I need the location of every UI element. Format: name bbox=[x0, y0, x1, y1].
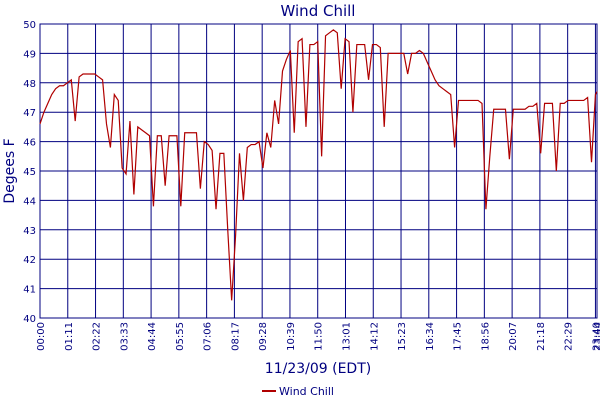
x-tick-label: 09:28 bbox=[258, 322, 269, 351]
x-tick-label: 22:29 bbox=[564, 322, 575, 351]
y-tick-label: 43 bbox=[23, 226, 36, 237]
data-line bbox=[39, 29, 598, 301]
x-tick-label: 20:07 bbox=[508, 322, 519, 351]
y-tick-label: 49 bbox=[23, 49, 36, 60]
x-tick-label: 15:23 bbox=[397, 322, 408, 351]
chart-title: Wind Chill bbox=[281, 2, 356, 20]
plot-border bbox=[39, 23, 598, 319]
y-tick-label: 46 bbox=[23, 138, 36, 149]
y-tick-label: 42 bbox=[23, 255, 36, 266]
x-tick-label: 13:01 bbox=[341, 322, 352, 351]
legend-label: Wind Chill bbox=[279, 385, 334, 398]
x-tick-label: 08:17 bbox=[230, 322, 241, 351]
y-tick-label: 41 bbox=[23, 285, 36, 296]
y-tick-label: 47 bbox=[23, 108, 36, 119]
x-tick-label: 21:18 bbox=[536, 322, 547, 351]
y-tick-label: 50 bbox=[23, 20, 36, 31]
x-tick-label: 00:00 bbox=[36, 322, 47, 351]
y-tick-label: 45 bbox=[23, 167, 36, 178]
x-tick-label: 03:33 bbox=[119, 322, 130, 351]
x-tick-label: 04:44 bbox=[147, 322, 158, 351]
x-axis-label: 11/23/09 (EDT) bbox=[265, 361, 371, 377]
x-tick-label: 07:06 bbox=[203, 322, 214, 351]
y-tick-label: 44 bbox=[23, 196, 36, 207]
x-tick-label: 17:45 bbox=[453, 322, 464, 351]
x-tick-label: 18:56 bbox=[480, 322, 491, 351]
y-tick-label: 40 bbox=[23, 314, 36, 325]
x-tick-label: 14:12 bbox=[369, 322, 380, 351]
y-axis-label: Degees F bbox=[2, 138, 18, 203]
x-tick-label: 23:44 bbox=[593, 322, 600, 351]
x-tick-label: 01:11 bbox=[64, 322, 75, 351]
x-tick-label: 23:40 bbox=[591, 322, 600, 351]
x-tick-label: 10:39 bbox=[286, 322, 297, 351]
x-tick-label: 16:34 bbox=[425, 322, 436, 351]
y-tick-label: 48 bbox=[23, 79, 36, 90]
x-tick-label: 05:55 bbox=[175, 322, 186, 351]
x-tick-label: 11:50 bbox=[314, 322, 325, 351]
x-tick-label: 02:22 bbox=[92, 322, 103, 351]
